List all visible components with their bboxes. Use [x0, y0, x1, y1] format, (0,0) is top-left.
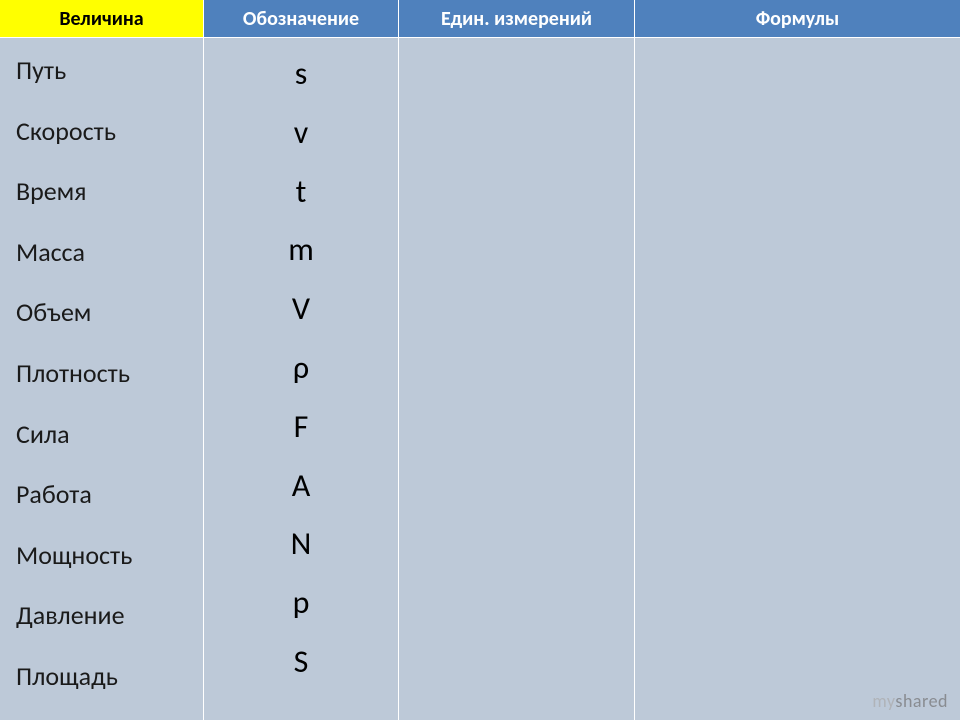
header-symbol: Обозначение: [204, 0, 399, 38]
table-body: Путь Скорость Время Масса Объем Плотност…: [0, 38, 960, 720]
symbol-label: t: [296, 174, 307, 211]
physics-table: Величина Обозначение Един. измерений Фор…: [0, 0, 960, 720]
symbol-label: V: [292, 291, 310, 328]
quantity-label: Масса: [16, 238, 187, 267]
symbol-label: F: [294, 409, 309, 446]
symbol-label: A: [292, 468, 311, 505]
quantity-label: Скорость: [16, 117, 187, 146]
quantity-label: Площадь: [16, 662, 187, 691]
quantity-label: Время: [16, 177, 187, 206]
symbol-label: v: [294, 115, 308, 152]
quantity-label: Давление: [16, 601, 187, 630]
symbol-label: s: [295, 56, 308, 93]
symbol-label: N: [291, 526, 312, 563]
quantity-label: Плотность: [16, 359, 187, 388]
header-unit: Един. измерений: [399, 0, 635, 38]
quantity-label: Сила: [16, 420, 187, 449]
watermark: myshared: [872, 690, 948, 712]
quantity-column: Путь Скорость Время Масса Объем Плотност…: [0, 38, 204, 720]
formula-column: myshared: [635, 38, 960, 720]
symbol-label: S: [294, 644, 309, 681]
quantity-label: Объем: [16, 298, 187, 327]
watermark-part1: my: [872, 690, 895, 712]
symbol-label: ρ: [293, 350, 309, 387]
symbol-label: m: [288, 232, 314, 269]
watermark-part2: shared: [895, 690, 948, 712]
quantity-label: Работа: [16, 480, 187, 509]
symbol-column: s v t m V ρ F A N p S: [204, 38, 399, 720]
symbol-label: p: [293, 585, 310, 622]
header-quantity: Величина: [0, 0, 204, 38]
quantity-label: Путь: [16, 56, 187, 85]
table-header-row: Величина Обозначение Един. измерений Фор…: [0, 0, 960, 38]
unit-column: [399, 38, 635, 720]
quantity-label: Мощность: [16, 541, 187, 570]
header-formula: Формулы: [635, 0, 960, 38]
